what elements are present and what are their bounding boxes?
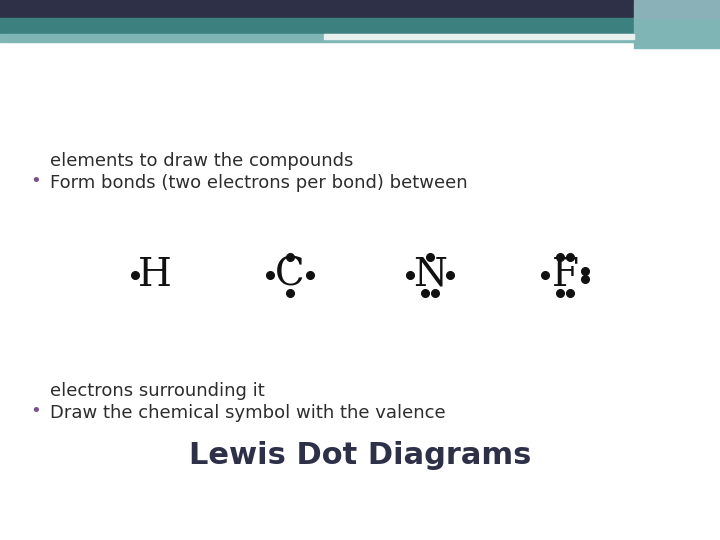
Text: Form bonds (two electrons per bond) between: Form bonds (two electrons per bond) betw… [50, 174, 467, 192]
Bar [634, 0, 720, 18]
Text: electrons surrounding it: electrons surrounding it [50, 382, 265, 400]
Bar [0, 0, 720, 18]
Bar [324, 34, 634, 39]
Text: F: F [552, 256, 578, 294]
Text: H: H [138, 256, 172, 294]
Text: Draw the chemical symbol with the valence: Draw the chemical symbol with the valenc… [50, 404, 446, 422]
Text: C: C [275, 256, 305, 294]
Text: N: N [413, 256, 447, 294]
Text: Lewis Dot Diagrams: Lewis Dot Diagrams [189, 441, 531, 469]
Bar [0, 18, 720, 34]
Text: •: • [30, 172, 41, 190]
Bar [0, 34, 634, 42]
Bar [634, 18, 720, 48]
Text: elements to draw the compounds: elements to draw the compounds [50, 152, 354, 170]
Text: •: • [30, 402, 41, 420]
